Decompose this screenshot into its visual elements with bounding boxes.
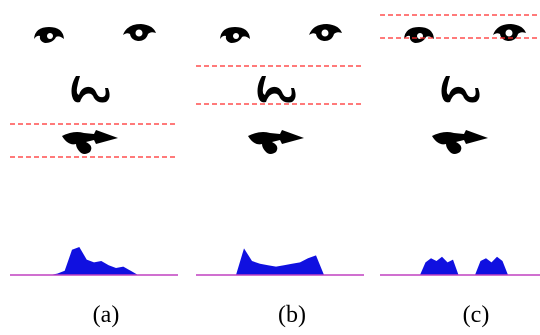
- nose-icon: [257, 76, 296, 103]
- nose-icon: [71, 76, 110, 103]
- projection-profile: [50, 247, 138, 275]
- nose-icon: [441, 76, 480, 103]
- left-eye-icon: [404, 27, 434, 43]
- mouth-icon: [248, 130, 304, 154]
- projection-profile: [236, 248, 324, 275]
- right-eye-icon: [309, 24, 342, 41]
- panel-c: (c): [380, 14, 540, 328]
- panel-a: (a): [10, 24, 178, 328]
- left-eye-icon: [34, 27, 64, 43]
- projection-profile: [420, 256, 508, 275]
- right-eye-icon: [123, 24, 156, 41]
- mouth-icon: [62, 130, 118, 154]
- panel-caption: (a): [93, 302, 120, 328]
- left-eye-icon: [220, 27, 250, 43]
- panel-b: (b): [196, 24, 364, 328]
- mouth-icon: [432, 130, 488, 154]
- panel-caption: (c): [463, 302, 490, 328]
- panel-caption: (b): [278, 302, 306, 328]
